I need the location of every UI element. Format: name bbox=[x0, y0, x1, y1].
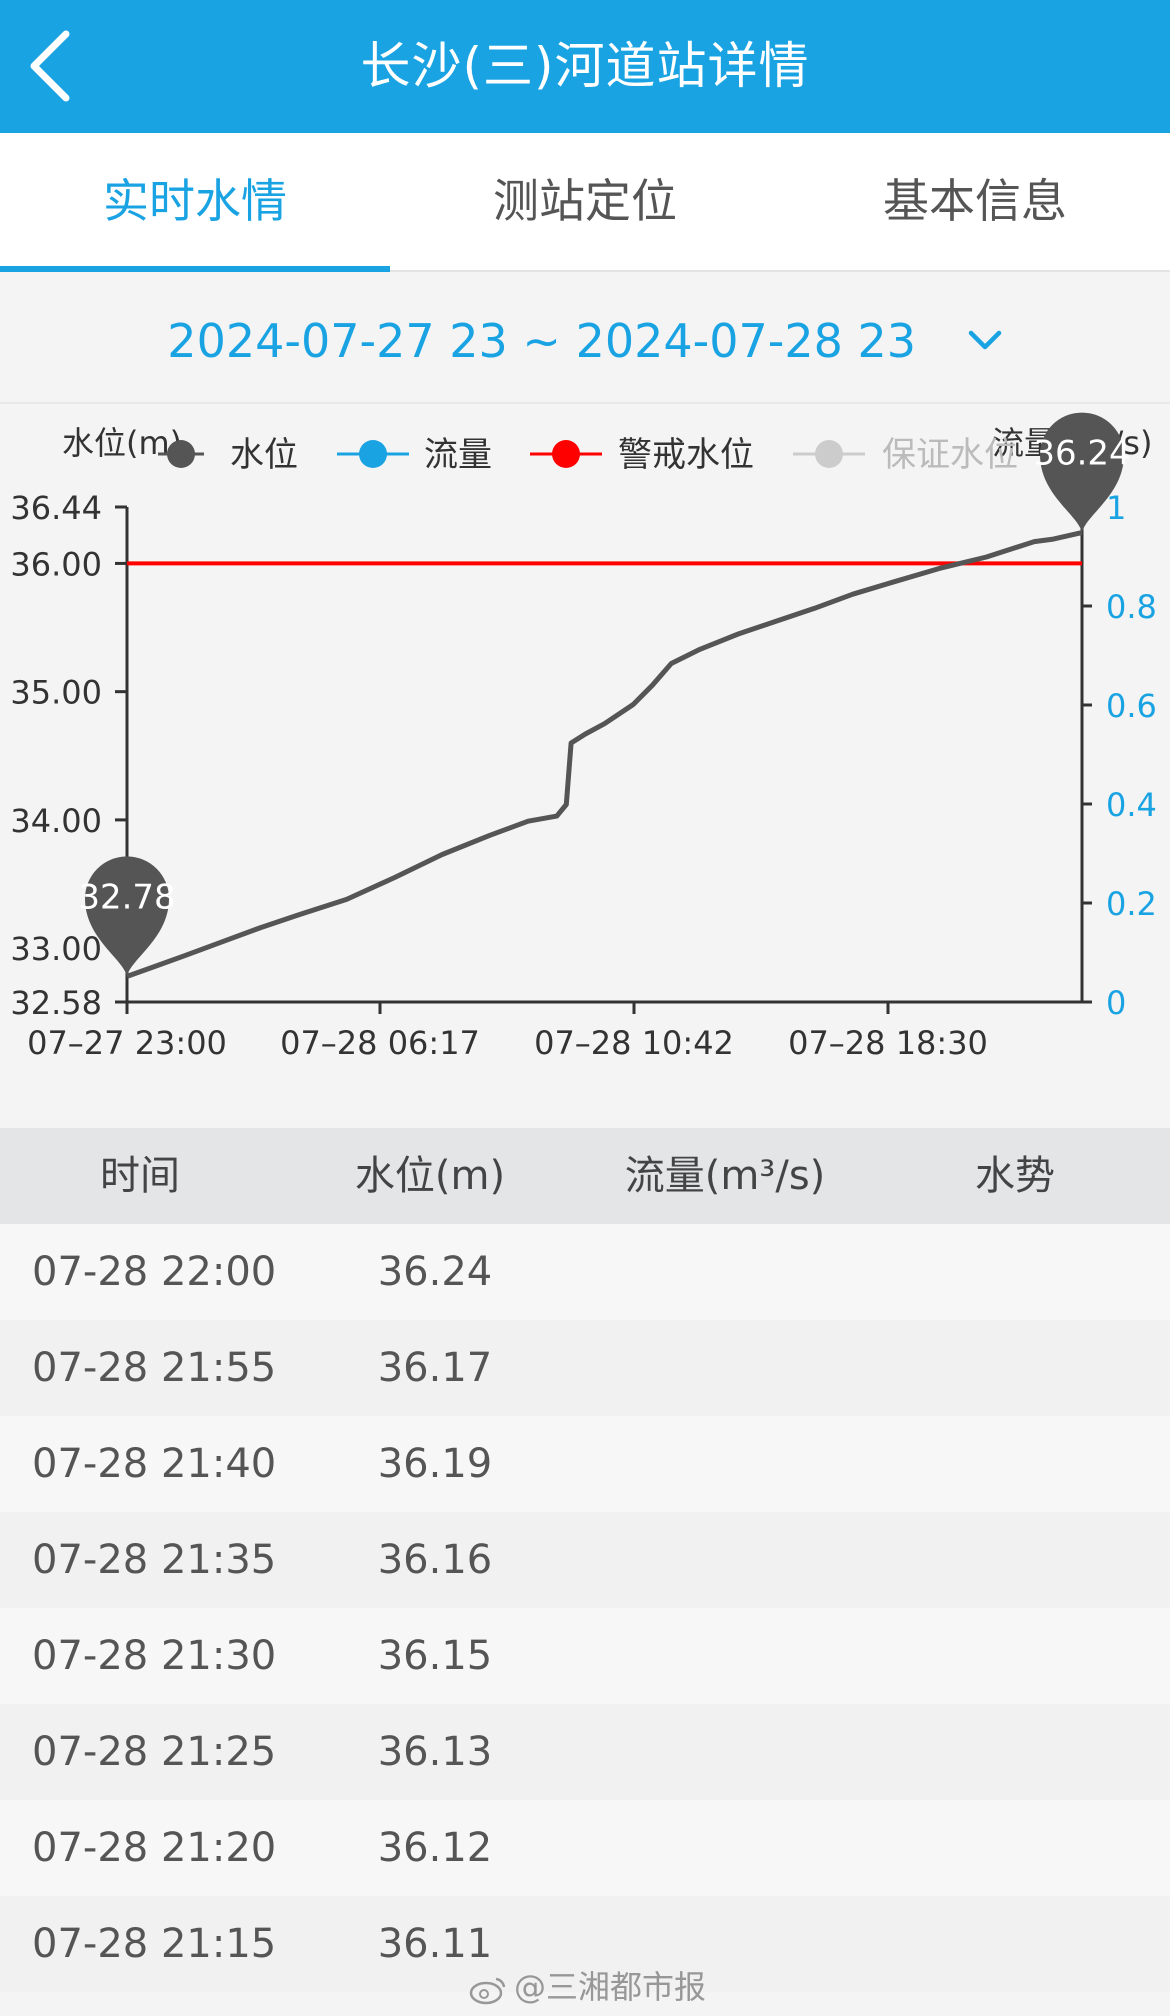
watermark-text: @三湘都市报 bbox=[514, 1968, 707, 2006]
min-marker-label: 32.78 bbox=[78, 877, 175, 917]
left-y-tick-label: 36.00 bbox=[10, 545, 102, 583]
table-row: 07-28 21:25 36.13 bbox=[0, 1704, 1170, 1800]
legend-label: 保证水位 bbox=[882, 435, 1018, 475]
cell-water-level: 36.19 bbox=[377, 1441, 493, 1487]
min-value-marker: 32.78 bbox=[78, 856, 176, 977]
table-row: 07-28 21:35 36.16 bbox=[0, 1512, 1170, 1608]
cell-water-level: 36.11 bbox=[377, 1921, 493, 1967]
cell-water-level: 36.24 bbox=[377, 1249, 493, 1295]
tab-label: 测站定位 bbox=[493, 174, 677, 228]
legend-item-water-level[interactable]: 水位 bbox=[158, 435, 298, 475]
tab-label: 基本信息 bbox=[883, 174, 1067, 228]
tab-station-location[interactable]: 测站定位 bbox=[390, 133, 780, 270]
chart-legend: 水位 流量 警戒水位 保证水位 bbox=[158, 435, 1018, 475]
chevron-left-icon bbox=[30, 30, 70, 102]
water-level-series-line bbox=[126, 530, 1083, 979]
cell-water-level: 36.17 bbox=[377, 1345, 493, 1391]
cell-time: 07-28 21:55 bbox=[32, 1345, 277, 1391]
legend-label: 水位 bbox=[230, 435, 298, 475]
x-tick-label: 07–28 06:17 bbox=[280, 1024, 480, 1062]
left-y-tick-label: 35.00 bbox=[10, 674, 102, 712]
column-header-trend: 水势 bbox=[975, 1153, 1055, 1199]
left-axis-title: 水位(m) bbox=[62, 424, 182, 462]
marker-pin-shape bbox=[1040, 412, 1124, 533]
column-header-flow: 流量(m³/s) bbox=[624, 1153, 826, 1199]
cell-water-level: 36.16 bbox=[377, 1537, 493, 1583]
x-tick-label: 07–28 18:30 bbox=[788, 1024, 988, 1062]
table-header: 时间 水位(m) 流量(m³/s) 水势 bbox=[0, 1128, 1170, 1224]
left-y-tick-label: 32.58 bbox=[10, 984, 102, 1022]
x-tick-label: 07–27 23:00 bbox=[27, 1024, 227, 1062]
cell-time: 07-28 21:35 bbox=[32, 1537, 277, 1583]
cell-time: 07-28 21:20 bbox=[32, 1825, 277, 1871]
data-table: 07-28 22:00 36.24 07-28 21:55 36.17 07-2… bbox=[0, 1224, 1170, 1992]
tab-bar: 实时水情 测站定位 基本信息 bbox=[0, 133, 1170, 272]
cell-time: 07-28 21:40 bbox=[32, 1441, 277, 1487]
cell-water-level: 36.13 bbox=[377, 1729, 493, 1775]
cell-time: 07-28 21:15 bbox=[32, 1921, 277, 1967]
legend-marker bbox=[815, 440, 843, 468]
source-watermark: @三湘都市报 bbox=[468, 1962, 706, 2012]
legend-item-flow[interactable]: 流量 bbox=[337, 435, 492, 475]
column-header-time: 时间 bbox=[100, 1153, 180, 1199]
app-header: 长沙(三)河道站详情 bbox=[0, 0, 1170, 133]
cell-time: 07-28 21:25 bbox=[32, 1729, 277, 1775]
chevron-down-icon bbox=[968, 330, 1001, 349]
page-title: 长沙(三)河道站详情 bbox=[360, 37, 810, 95]
right-y-tick-label: 0.8 bbox=[1106, 588, 1157, 626]
chart-svg: 水位(m) 流量(m³/s) 水位 流量 警戒水位 保证水位 bbox=[10, 412, 1157, 1062]
tab-basic-info[interactable]: 基本信息 bbox=[780, 133, 1170, 270]
right-y-tick-label: 0 bbox=[1106, 984, 1126, 1022]
marker-pin-shape bbox=[85, 856, 169, 977]
water-level-chart: 水位(m) 流量(m³/s) 水位 流量 警戒水位 保证水位 bbox=[0, 402, 1170, 1130]
table-row: 07-28 21:15 36.11 bbox=[0, 1896, 1170, 1992]
column-header-water-level: 水位(m) bbox=[354, 1153, 506, 1199]
right-y-tick-label: 1 bbox=[1106, 489, 1126, 527]
right-y-tick-label: 0.4 bbox=[1106, 786, 1157, 824]
cell-time: 07-28 21:30 bbox=[32, 1633, 277, 1679]
legend-item-guarantee-level[interactable]: 保证水位 bbox=[793, 435, 1018, 475]
max-marker-label: 36.24 bbox=[1033, 434, 1130, 474]
table-row: 07-28 21:30 36.15 bbox=[0, 1608, 1170, 1704]
table-row: 07-28 21:20 36.12 bbox=[0, 1800, 1170, 1896]
legend-marker bbox=[359, 440, 387, 468]
legend-item-warning-level[interactable]: 警戒水位 bbox=[530, 435, 754, 475]
cell-water-level: 36.15 bbox=[377, 1633, 493, 1679]
date-range-selector[interactable]: 2024-07-27 23 ~ 2024-07-28 23 bbox=[0, 272, 1170, 402]
right-y-tick-label: 0.6 bbox=[1106, 687, 1157, 725]
tab-label: 实时水情 bbox=[103, 174, 287, 228]
left-y-tick-label: 33.00 bbox=[10, 930, 102, 968]
x-tick-label: 07–28 10:42 bbox=[534, 1024, 734, 1062]
table-row: 07-28 22:00 36.24 bbox=[0, 1224, 1170, 1320]
active-tab-indicator bbox=[0, 266, 390, 272]
date-range-label: 2024-07-27 23 ~ 2024-07-28 23 bbox=[167, 313, 917, 368]
legend-marker bbox=[167, 440, 195, 468]
table-row: 07-28 21:55 36.17 bbox=[0, 1320, 1170, 1416]
weibo-icon bbox=[469, 1977, 506, 2005]
cell-time: 07-28 22:00 bbox=[32, 1249, 277, 1295]
legend-label: 警戒水位 bbox=[618, 435, 754, 475]
tab-realtime-water[interactable]: 实时水情 bbox=[0, 133, 390, 272]
legend-marker bbox=[552, 440, 580, 468]
cell-water-level: 36.12 bbox=[377, 1825, 493, 1871]
left-y-tick-label: 36.44 bbox=[10, 489, 102, 527]
legend-label: 流量 bbox=[424, 435, 492, 475]
back-button[interactable] bbox=[18, 26, 88, 106]
max-value-marker: 36.24 bbox=[1033, 412, 1131, 533]
left-y-tick-label: 34.00 bbox=[10, 802, 102, 840]
right-y-tick-label: 0.2 bbox=[1106, 885, 1157, 923]
table-row: 07-28 21:40 36.19 bbox=[0, 1416, 1170, 1512]
